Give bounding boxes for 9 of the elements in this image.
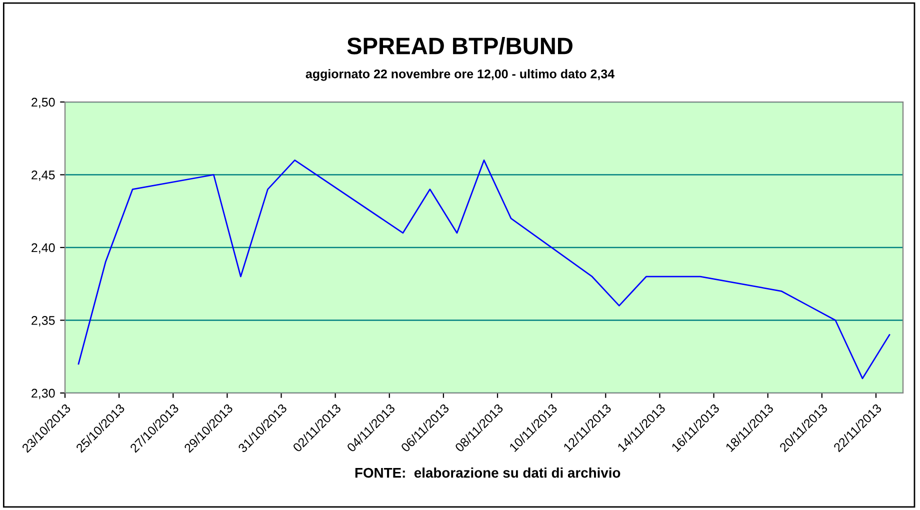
chart-subtitle: aggiornato 22 novembre ore 12,00 - ultimo dato 2,34 bbox=[306, 69, 614, 81]
y-tick-label: 2,30 bbox=[32, 388, 55, 400]
line-series bbox=[78, 160, 890, 380]
y-tick-label: 2,35 bbox=[32, 316, 55, 326]
y-tick-label: 2,50 bbox=[32, 98, 55, 108]
y-tick-label: 2,40 bbox=[32, 243, 55, 254]
y-tick-label: 2,45 bbox=[32, 170, 55, 181]
source-note: FONTE: elaborazione su dati di archivio bbox=[355, 468, 620, 478]
chart-title: SPREAD BTP/BUND bbox=[347, 36, 572, 55]
